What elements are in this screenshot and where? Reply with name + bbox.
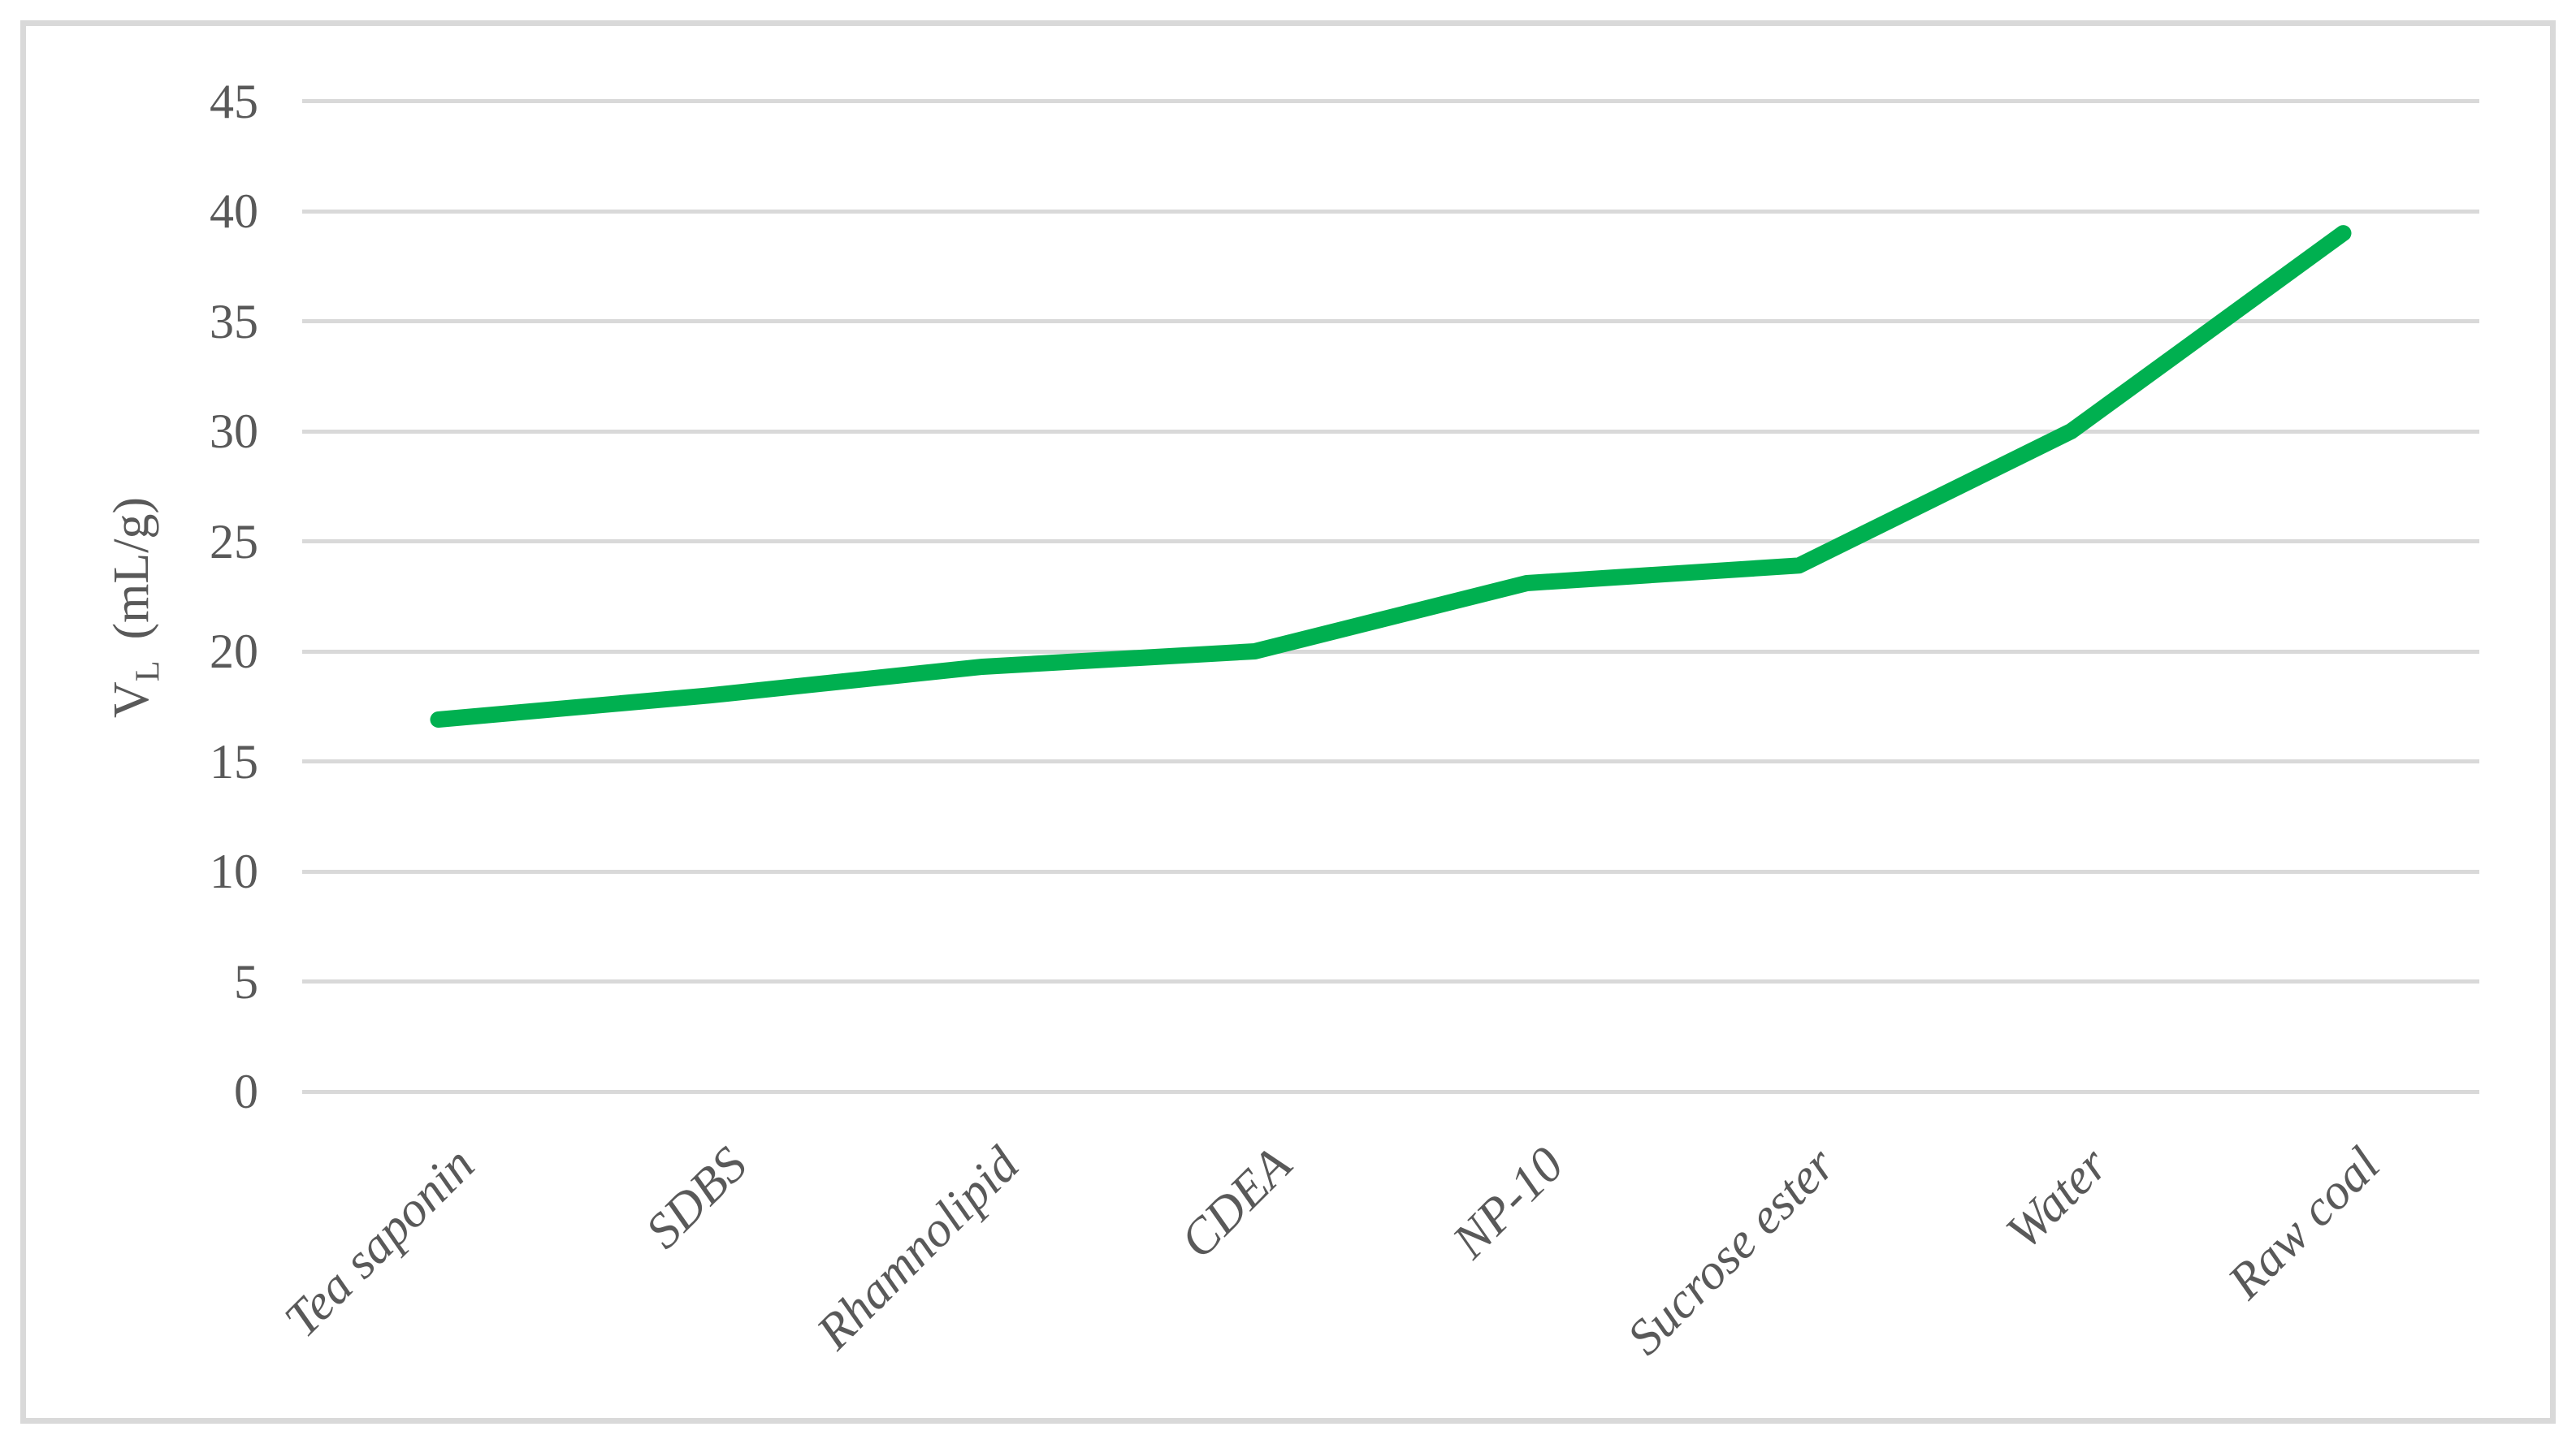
y-tick-label: 30	[210, 404, 258, 458]
y-axis-title-unit: (mL/g)	[104, 496, 159, 640]
gridline	[302, 539, 2479, 543]
y-tick-label: 40	[210, 184, 258, 238]
y-tick-label: 35	[210, 294, 258, 348]
gridline	[302, 649, 2479, 654]
y-axis-title-subscript: L	[128, 660, 167, 682]
gridline	[302, 99, 2479, 103]
gridline	[302, 319, 2479, 323]
gridline	[302, 209, 2479, 214]
series-line	[430, 225, 2352, 728]
y-tick-label: 15	[210, 734, 258, 789]
y-tick-label: 20	[210, 625, 258, 678]
y-tick-label: 45	[210, 74, 258, 128]
y-tick-label: 10	[210, 845, 258, 898]
gridline	[302, 869, 2479, 874]
gridline	[302, 1089, 2479, 1094]
y-tick-label: 0	[234, 1065, 258, 1118]
y-tick-label: 25	[210, 514, 258, 569]
y-axis-title: VL (mL/g)	[104, 496, 167, 719]
y-axis-title-symbol: V	[104, 681, 159, 719]
y-tick-label: 5	[234, 954, 258, 1009]
gridline	[302, 979, 2479, 984]
gridline	[302, 759, 2479, 763]
gridline	[302, 429, 2479, 434]
